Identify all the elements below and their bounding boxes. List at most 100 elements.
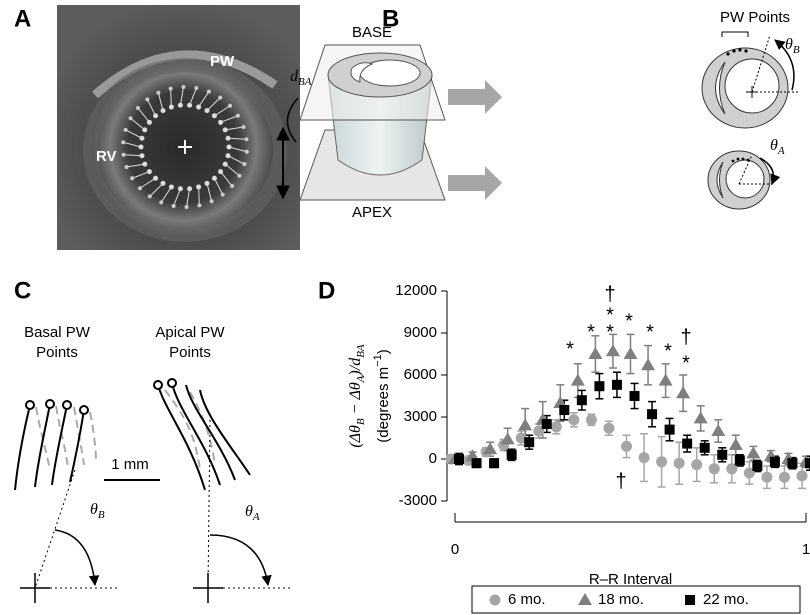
angle-line: [738, 154, 753, 185]
basal-label: Basal PW: [24, 324, 91, 341]
track-point: [196, 184, 202, 190]
track: [146, 99, 157, 117]
symbol: θ: [245, 503, 253, 520]
track: [149, 183, 164, 197]
track: [206, 97, 221, 111]
pw-dot: [738, 48, 742, 52]
track-point: [237, 173, 242, 178]
point: [796, 470, 808, 482]
significance-mark: *: [664, 340, 672, 362]
point: [746, 446, 761, 459]
x-axis-label: R–R Interval: [589, 571, 672, 588]
track: [125, 129, 143, 139]
track: [173, 188, 181, 207]
pw-dot: [746, 158, 750, 162]
track-point: [121, 152, 126, 157]
apex-label: APEX: [352, 204, 392, 221]
track-point: [145, 97, 150, 102]
track: [198, 91, 210, 108]
point: [726, 463, 738, 475]
angle-arc: [759, 157, 781, 185]
symbol: θ: [90, 501, 98, 518]
point: [153, 380, 163, 390]
point: [605, 344, 620, 357]
theta-b-label: θB: [90, 501, 105, 521]
legend-marker: [685, 595, 695, 605]
label-part: (Δθ: [347, 425, 364, 448]
track-point: [187, 102, 193, 108]
point: [708, 463, 720, 475]
angle-arc: [54, 529, 100, 587]
track-point: [121, 140, 126, 145]
legend-label: 22 mo.: [703, 591, 749, 608]
subscript: A: [777, 145, 785, 157]
track-point: [168, 104, 174, 110]
significance-mark: †: [604, 283, 615, 305]
point: [693, 411, 708, 424]
track-point: [159, 200, 164, 205]
point: [778, 471, 790, 483]
track-point: [218, 119, 224, 125]
chart: -3000 0 3000 6000 9000 12000 0 1 R–R Interval (Δθ…: [347, 282, 810, 614]
point: [647, 409, 658, 420]
track: [123, 141, 142, 148]
dashed-path: [89, 411, 97, 463]
label-part: (degrees m: [375, 367, 392, 443]
legend-label: 18 mo.: [598, 591, 644, 608]
point: [515, 432, 527, 444]
track: [220, 171, 233, 187]
track-point: [242, 162, 247, 167]
pw-dot: [744, 49, 748, 53]
track-point: [194, 86, 199, 91]
angle-arc: [774, 39, 795, 91]
track-point: [196, 104, 202, 110]
track: [170, 88, 172, 108]
angle-line: [207, 419, 211, 589]
track-point: [244, 149, 249, 154]
apical-label: Apical PW: [155, 324, 225, 341]
significance-mark: *: [606, 304, 614, 326]
pw-dot: [736, 157, 740, 161]
significance-mark: †: [680, 326, 691, 348]
rv-cavity: [350, 62, 374, 83]
y-axis-unit: (degrees m−1): [372, 349, 392, 442]
track-point: [168, 86, 173, 91]
track: [137, 107, 150, 123]
rv-crescent: [716, 161, 724, 199]
track-point: [222, 127, 228, 133]
pw-dot: [731, 159, 735, 163]
subscript: B: [793, 44, 800, 56]
legend-label: 6 mo.: [508, 591, 546, 608]
track-point: [177, 102, 183, 108]
y-tick-label: 9000: [404, 324, 437, 341]
path: [14, 404, 31, 491]
track-point: [226, 144, 232, 150]
bracket: [721, 31, 749, 37]
track: [198, 186, 200, 206]
y-tick-label: 3000: [404, 408, 437, 425]
track-point: [139, 153, 145, 159]
panel-letter: B: [382, 5, 399, 32]
subscript: B: [98, 509, 105, 521]
point: [500, 432, 515, 445]
dashed-path: [164, 389, 201, 471]
panel-letter: C: [14, 277, 31, 304]
point: [699, 442, 710, 453]
track-point: [209, 199, 214, 204]
point: [728, 438, 743, 450]
symbol: d: [290, 68, 299, 85]
point: [45, 399, 55, 409]
significance-mark: †: [615, 470, 626, 492]
track-point: [130, 176, 135, 181]
legend-marker: [578, 593, 592, 605]
path: [34, 403, 51, 488]
ultrasound-image: PW RV: [57, 5, 300, 250]
track-point: [123, 127, 128, 132]
track-point: [211, 175, 217, 181]
y-tick-label: 0: [429, 450, 437, 467]
track-point: [138, 144, 144, 150]
track-point: [204, 180, 210, 186]
dashed-path: [55, 405, 69, 469]
significance-mark: *: [682, 352, 690, 374]
